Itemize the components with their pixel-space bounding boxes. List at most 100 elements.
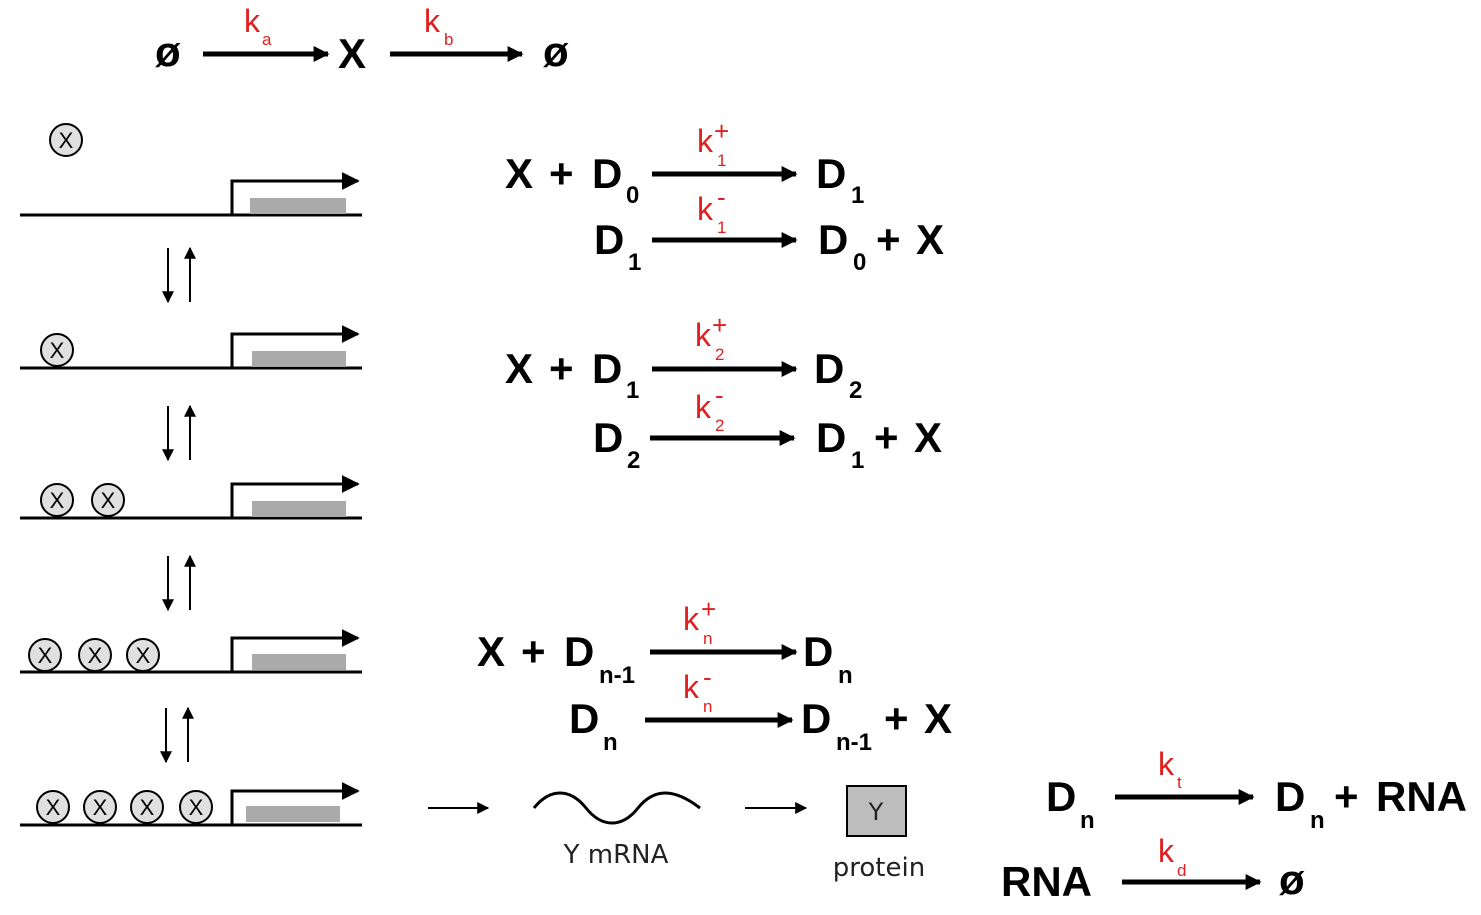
rate-minus: - [703,662,712,692]
mrna-label: Y mRNA [563,840,669,870]
sub-n: n [838,662,853,689]
rate-sub-t: t [1177,773,1182,792]
rate-k: k [683,601,700,637]
empty-set: ø [1279,856,1305,903]
rate-sub-a: a [262,30,272,49]
reaction-binding-1: X + D 0 k + 1 D 1 [505,116,864,209]
plus-sign: + [884,695,909,742]
gene-box [246,806,340,822]
rate-k: k [1158,746,1175,782]
species-d: D [814,345,844,392]
species-x: X [916,216,944,263]
sub-2: 2 [627,447,640,474]
species-d: D [816,414,846,461]
species-rna: RNA [1376,773,1467,820]
promoter-arrow [230,782,360,825]
rate-k: k [1158,833,1175,869]
species-x: X [505,345,533,392]
rate-sub-d: d [1177,861,1186,880]
species-x: X [924,695,952,742]
gene-state-n [20,782,362,827]
species-d: D [592,150,622,197]
species-d: D [593,414,623,461]
reaction-transcription: D n k t D n + RNA [1046,746,1467,834]
rate-k: k [424,3,441,39]
equilibrium-arrows [160,706,194,764]
rate-k: k [697,191,714,227]
plus-sign: + [874,414,899,461]
gene-box [252,501,346,517]
bound-x-molecule [83,790,117,824]
protein-label: protein [833,853,925,883]
rate-k: k [695,317,712,353]
sub-n: n [603,729,618,756]
rate-k: k [695,389,712,425]
protein-box-label: Y [868,798,884,826]
rate-sub-2: 2 [715,416,724,435]
equilibrium-arrows [162,246,196,304]
bound-x-molecule [78,638,112,672]
bound-x-molecule [40,333,74,367]
sub-n: n [1080,807,1095,834]
bound-x-molecule [40,483,74,517]
rate-sub-2: 2 [715,345,724,364]
species-d: D [569,695,599,742]
species-d: D [1046,773,1076,820]
sub-2: 2 [849,377,862,404]
equilibrium-arrows [162,404,196,462]
bound-x-molecule [130,790,164,824]
rate-plus: + [712,310,727,340]
rate-k: k [697,123,714,159]
reaction-unbinding-1: D 1 k - 1 D 0 + X [594,182,944,276]
sub-1: 1 [628,249,641,276]
bound-x-molecule [91,483,125,517]
gene-state-1 [20,325,362,370]
plus-sign: + [1334,773,1359,820]
reaction-unbinding-2: D 2 k - 2 D 1 + X [593,380,942,474]
species-d: D [564,628,594,675]
species-x: X [914,414,942,461]
rate-sub-n: n [703,697,712,716]
rate-sub-1: 1 [717,218,726,237]
bound-x-molecule [28,638,62,672]
reaction-binding-n: X + D n-1 k + n D n [477,594,853,689]
empty-set: ø [155,28,181,75]
plus-sign: + [876,216,901,263]
gene-box [252,654,346,670]
species-x: X [477,628,505,675]
rate-plus: + [714,116,729,146]
sub-1: 1 [851,447,864,474]
reaction-unbinding-n: D n k - n D n-1 + X [569,662,952,756]
gene-state-2 [20,475,362,520]
rate-sub-n: n [703,629,712,648]
sub-n-minus-1: n-1 [836,729,872,756]
reaction-binding-2: X + D 1 k + 2 D 2 [505,310,862,404]
species-rna: RNA [1001,858,1092,905]
rate-minus: - [715,380,724,410]
species-x: X [338,30,366,77]
reaction-rna-decay: RNA k d ø [1001,833,1305,905]
rate-sub-1: 1 [717,151,726,170]
promoter-arrow [230,325,360,368]
species-d: D [1275,773,1305,820]
reaction-production-decay: ø k a X k b ø [155,3,569,77]
bound-x-molecule [179,790,213,824]
protein-box [846,785,907,837]
plus-sign: + [549,345,574,392]
promoter-arrow [230,475,360,518]
rate-sub-b: b [444,30,453,49]
sub-n-minus-1: n-1 [599,662,635,689]
free-x-molecule [49,123,83,157]
species-d: D [801,695,831,742]
rate-minus: - [717,182,726,212]
species-d: D [594,216,624,263]
gene-box [252,351,346,367]
plus-sign: + [521,628,546,675]
sub-n: n [1310,807,1325,834]
species-d: D [592,345,622,392]
bound-x-molecule [126,638,160,672]
sub-0: 0 [853,249,866,276]
species-d: D [818,216,848,263]
species-d: D [816,150,846,197]
